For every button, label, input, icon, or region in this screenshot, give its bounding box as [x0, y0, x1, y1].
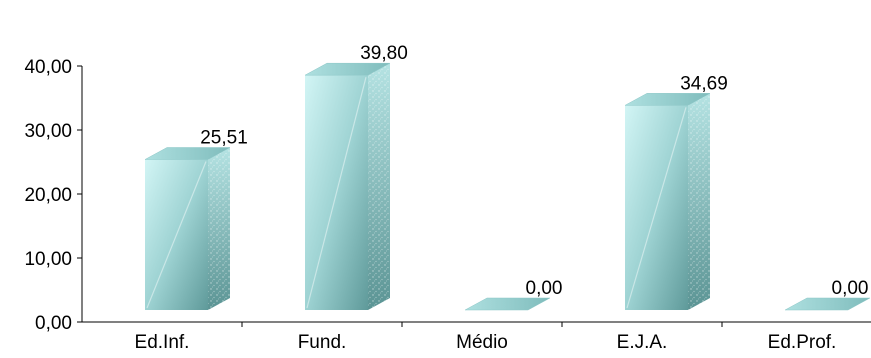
x-category-label: Médio: [456, 332, 508, 353]
bar-side-texture: [208, 147, 230, 310]
bar: [304, 62, 391, 311]
labels: 25,51 39,80 0,00 34,69 0,00: [200, 43, 868, 299]
data-label: 34,69: [680, 73, 728, 94]
bar-front-face: [305, 75, 368, 311]
bar-top-face: [464, 297, 551, 311]
bar-top-face: [144, 147, 231, 160]
bar-sheen: [146, 161, 207, 309]
data-label: 39,80: [360, 43, 408, 64]
bar: [144, 147, 231, 310]
bar: [464, 297, 551, 311]
y-axis: 0,00 10,00 20,00 30,00 40,00: [24, 57, 83, 334]
bar-sheen: [306, 77, 367, 309]
bar-top-face: [304, 62, 391, 76]
bar-side-texture: [368, 63, 390, 311]
y-tick-label: 30,00: [24, 121, 72, 142]
bars: [144, 62, 871, 311]
x-category-label: E.J.A.: [617, 332, 668, 353]
data-label: 25,51: [200, 127, 248, 148]
data-label: 0,00: [526, 278, 563, 299]
y-tick-label: 20,00: [24, 185, 72, 206]
y-tick-label: 10,00: [24, 249, 72, 270]
y-tick-label: 40,00: [24, 57, 72, 78]
x-axis: Ed.Inf. Fund. Médio E.J.A. Ed.Prof.: [82, 321, 871, 353]
bar-front-face: [145, 159, 208, 310]
bar: [784, 297, 871, 311]
bar: [624, 93, 711, 310]
bar-front-face: [625, 105, 688, 310]
y-tick-label: 0,00: [35, 313, 72, 334]
bar-sheen: [626, 107, 687, 309]
bar-top-face: [624, 93, 711, 106]
bar-side-texture: [688, 93, 710, 310]
bar-top-face: [784, 297, 871, 311]
x-category-label: Fund.: [298, 332, 347, 353]
x-category-label: Ed.Inf.: [135, 332, 190, 353]
data-label: 0,00: [832, 278, 869, 299]
x-category-label: Ed.Prof.: [768, 332, 837, 353]
